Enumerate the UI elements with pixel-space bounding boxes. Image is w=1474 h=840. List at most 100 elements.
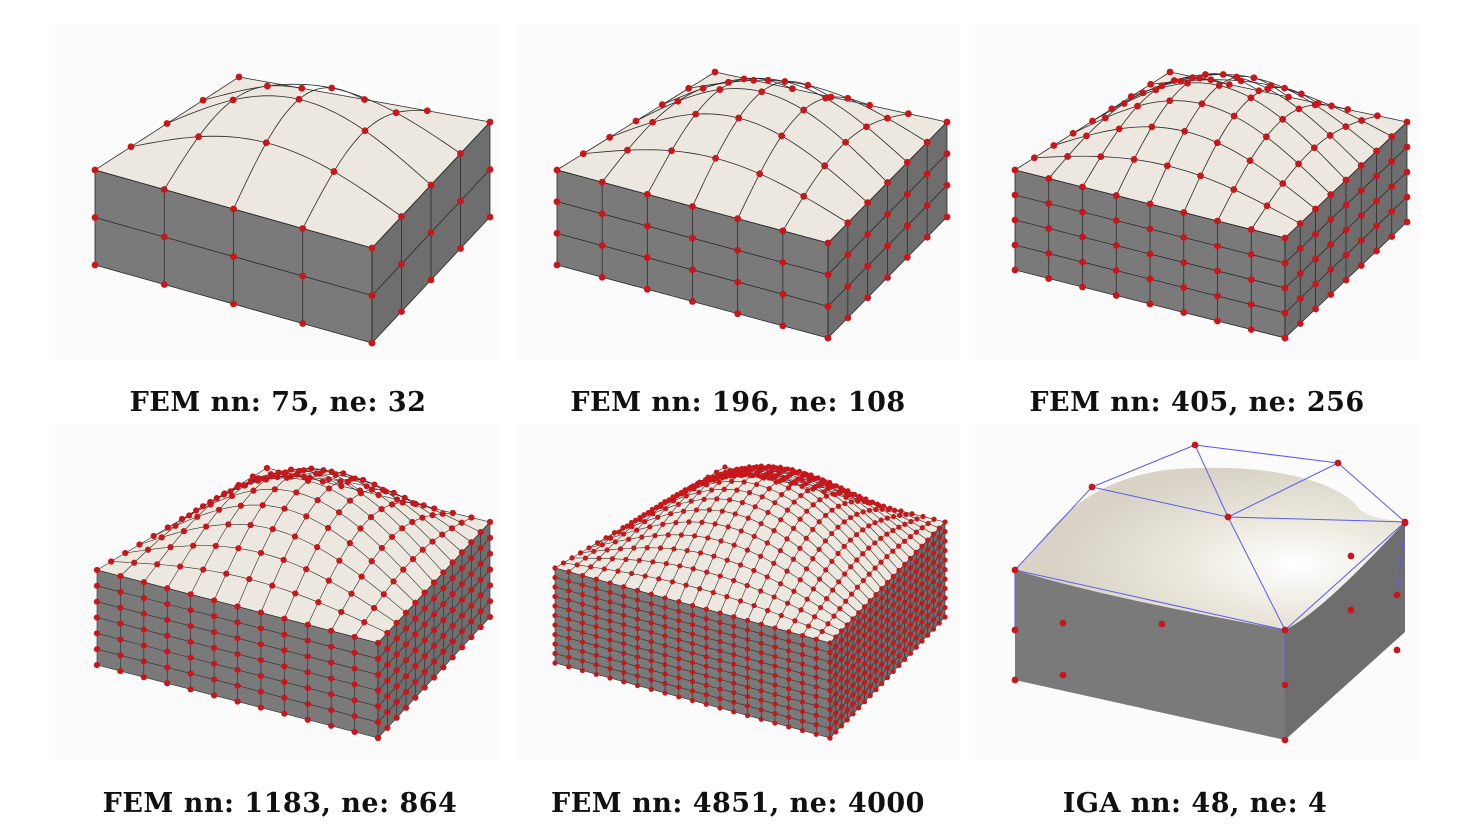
mesh-node xyxy=(731,633,737,639)
mesh-node xyxy=(758,631,764,637)
mesh-node xyxy=(227,488,234,495)
iga-render xyxy=(975,425,1420,760)
mesh-node xyxy=(861,689,868,695)
mesh-node xyxy=(648,686,654,692)
mesh-node xyxy=(902,637,908,643)
mesh-node xyxy=(607,675,613,681)
mesh-node xyxy=(942,519,948,525)
mesh-node xyxy=(328,643,335,650)
mesh-node xyxy=(234,698,241,705)
mesh-node xyxy=(800,192,808,200)
mesh-node xyxy=(629,524,635,530)
mesh-node xyxy=(772,672,778,679)
mesh-node xyxy=(890,621,896,627)
mesh-node xyxy=(786,686,792,692)
mesh-node xyxy=(717,667,723,673)
mesh-node xyxy=(449,638,456,645)
mesh-node xyxy=(398,213,405,220)
mesh-node xyxy=(393,683,400,690)
mesh-node xyxy=(552,593,558,600)
mesh-node xyxy=(1403,218,1411,226)
mesh-node xyxy=(1180,234,1188,241)
mesh-node xyxy=(93,598,101,605)
mesh-node xyxy=(393,619,400,626)
mesh-node xyxy=(1281,284,1289,292)
mesh-node xyxy=(907,641,914,647)
mesh-node xyxy=(689,659,696,666)
mesh-node xyxy=(431,505,438,512)
control-point xyxy=(1393,646,1401,654)
mesh-node xyxy=(336,557,343,564)
mesh-node xyxy=(1230,186,1238,193)
mesh-node xyxy=(671,546,677,552)
mesh-node xyxy=(579,582,586,588)
mesh-node xyxy=(457,197,464,205)
mesh-node xyxy=(449,606,456,613)
mesh-node xyxy=(788,85,796,93)
mesh-node xyxy=(330,168,338,175)
mesh-node xyxy=(662,633,668,639)
mesh-node xyxy=(873,630,879,636)
mesh-node xyxy=(328,691,335,698)
mesh-node xyxy=(257,672,265,680)
mesh-node xyxy=(1403,118,1411,126)
mesh-node xyxy=(1388,158,1396,165)
mesh-node xyxy=(854,584,861,590)
mesh-node xyxy=(579,620,586,626)
mesh-node xyxy=(865,500,871,506)
mesh-node xyxy=(744,646,751,652)
mesh-node xyxy=(599,542,605,548)
mesh-node xyxy=(711,553,717,559)
mesh-node xyxy=(776,470,782,476)
mesh-node xyxy=(624,523,630,529)
mesh-node xyxy=(234,666,241,673)
mesh-node xyxy=(553,229,561,237)
mesh-node xyxy=(393,698,400,706)
mesh-node xyxy=(786,714,792,720)
mesh-node xyxy=(902,561,908,567)
mesh-node xyxy=(593,662,599,668)
mesh-node xyxy=(679,489,686,495)
mesh-node xyxy=(299,225,307,232)
mesh-node xyxy=(210,692,218,699)
mesh-node xyxy=(676,665,682,671)
mesh-node xyxy=(913,616,919,622)
mesh-node xyxy=(751,603,757,609)
mesh-node xyxy=(607,646,613,653)
mesh-node xyxy=(831,613,837,619)
mesh-node xyxy=(164,632,171,639)
mesh-node xyxy=(824,596,830,602)
mesh-node xyxy=(328,627,335,634)
mesh-node xyxy=(440,569,447,576)
mesh-nodes xyxy=(552,463,948,741)
mesh-node xyxy=(234,619,241,626)
mesh-node xyxy=(850,635,856,641)
mesh-node xyxy=(817,604,824,611)
mesh-node xyxy=(833,681,839,688)
mesh-node xyxy=(257,625,265,632)
mesh-node xyxy=(668,147,675,155)
mesh-node xyxy=(930,626,937,632)
mesh-node xyxy=(873,649,879,655)
mesh-node xyxy=(384,661,391,668)
mesh-node xyxy=(867,645,873,651)
mesh-node xyxy=(833,700,839,707)
mesh-node xyxy=(907,584,914,590)
mesh-node xyxy=(827,735,833,741)
mesh-node xyxy=(856,676,862,682)
mesh-node xyxy=(714,496,720,502)
mesh-node xyxy=(879,680,885,687)
mesh-node xyxy=(786,724,792,730)
mesh-node xyxy=(429,538,436,545)
mesh-node xyxy=(357,525,364,532)
mesh-node xyxy=(1225,81,1233,88)
mesh-node xyxy=(338,608,345,616)
mesh-node xyxy=(766,486,772,492)
mesh-node xyxy=(804,488,811,494)
mesh-node xyxy=(458,564,466,572)
mesh-node xyxy=(750,76,758,84)
mesh-node xyxy=(468,570,475,577)
mesh-node xyxy=(662,661,668,668)
mesh-node xyxy=(854,557,860,563)
mesh-node xyxy=(785,485,792,491)
